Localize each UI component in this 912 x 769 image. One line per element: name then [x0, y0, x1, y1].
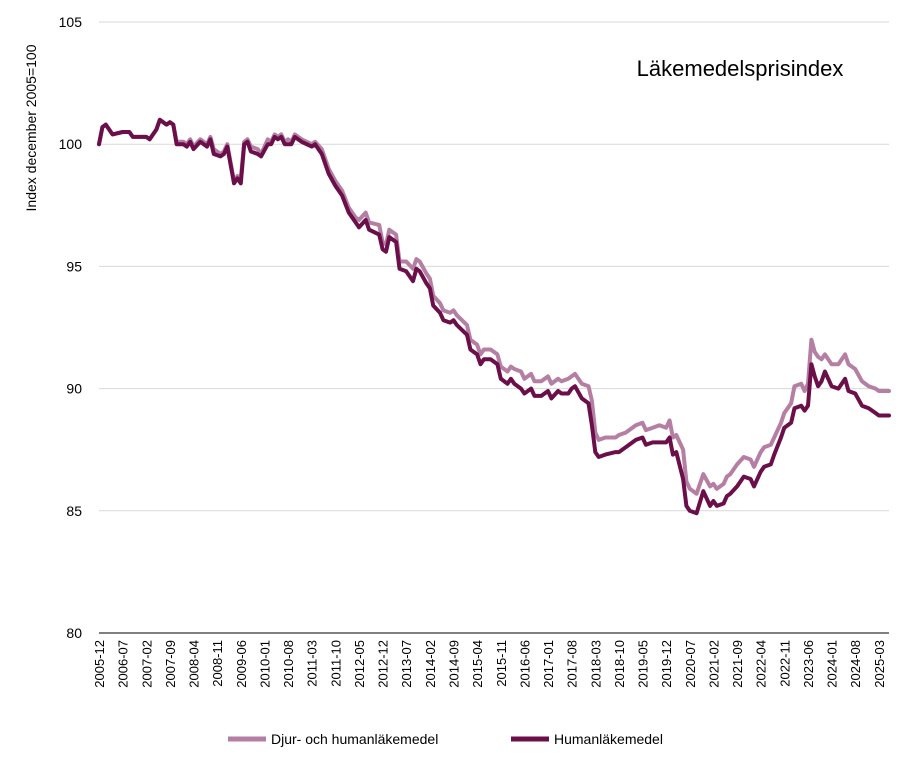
y-tick-label: 90 — [66, 381, 82, 397]
x-tick-label: 2022-04 — [754, 640, 769, 688]
x-tick-label: 2014-09 — [446, 640, 461, 688]
x-tick-label: 2020-07 — [683, 640, 698, 688]
gridlines — [99, 21, 889, 512]
x-axis-ticks: 2005-12 2006-07 2007-02 2007-09 2008-04 2008-… — [92, 640, 887, 688]
x-tick-label: 2005-12 — [92, 640, 107, 688]
y-tick-label: 105 — [59, 14, 83, 30]
x-tick-label: 2024-01 — [825, 640, 840, 688]
x-tick-label: 2010-08 — [281, 640, 296, 688]
series-line-0 — [97, 117, 891, 496]
chart-title: Läkemedelsprisindex — [637, 56, 844, 81]
legend-label-1: Humanläkemedel — [554, 731, 663, 747]
x-tick-label: 2017-08 — [565, 640, 580, 688]
x-tick-label: 2011-10 — [328, 640, 343, 687]
x-tick-label: 2021-02 — [706, 640, 721, 688]
x-tick-label: 2015-04 — [470, 640, 485, 688]
x-tick-label: 2018-10 — [612, 640, 627, 688]
x-tick-label: 2007-09 — [163, 640, 178, 688]
series-lines — [97, 117, 891, 516]
x-tick-label: 2017-01 — [541, 640, 556, 688]
x-tick-label: 2007-02 — [139, 640, 154, 688]
x-tick-label: 2012-05 — [352, 640, 367, 688]
y-axis-label: Index december 2005=100 — [23, 44, 39, 211]
x-tick-label: 2010-01 — [257, 640, 272, 688]
y-axis-ticks: 80 85 90 95 100 105 — [59, 14, 83, 641]
x-tick-label: 2012-12 — [376, 640, 391, 688]
x-tick-label: 2011-03 — [305, 640, 320, 687]
y-tick-label: 95 — [66, 258, 82, 274]
x-tick-label: 2016-06 — [517, 640, 532, 688]
x-tick-label: 2018-03 — [588, 640, 603, 688]
legend-label-0: Djur- och humanläkemedel — [271, 731, 438, 747]
x-tick-label: 2019-05 — [636, 640, 651, 688]
series-line-1 — [97, 117, 891, 516]
x-tick-label: 2006-07 — [116, 640, 131, 688]
y-tick-label: 80 — [66, 625, 82, 641]
x-tick-label: 2013-07 — [399, 640, 414, 688]
x-tick-label: 2008-04 — [187, 640, 202, 688]
x-tick-label: 2015-11 — [494, 640, 509, 687]
x-tick-label: 2014-02 — [423, 640, 438, 688]
x-tick-label: 2024-08 — [848, 640, 863, 688]
x-tick-label: 2021-09 — [730, 640, 745, 688]
x-tick-label: 2025-03 — [872, 640, 887, 688]
y-tick-label: 85 — [66, 503, 82, 519]
legend: Djur- och humanläkemedel Humanläkemedel — [228, 731, 663, 747]
x-tick-label: 2009-06 — [234, 640, 249, 688]
y-tick-label: 100 — [59, 136, 83, 152]
x-tick-label: 2023-06 — [801, 640, 816, 688]
x-tick-label: 2019-12 — [659, 640, 674, 688]
x-tick-label: 2008-11 — [210, 640, 225, 687]
x-tick-label: 2022-11 — [777, 640, 792, 687]
